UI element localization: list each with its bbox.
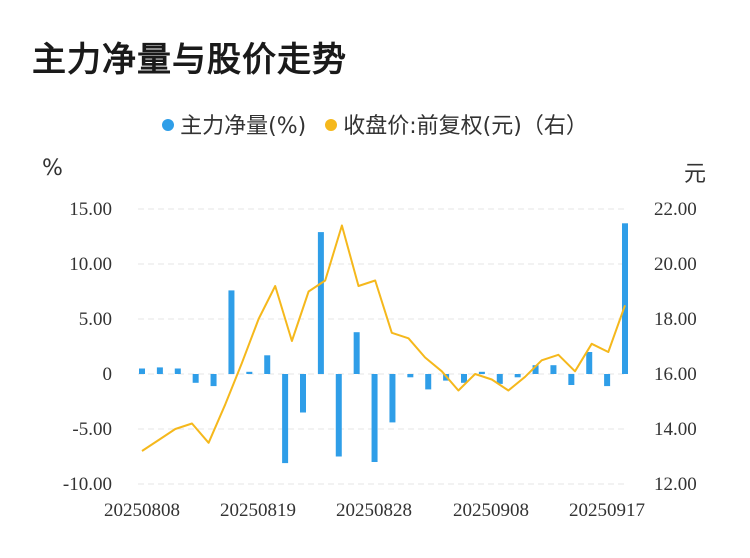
right-tick-label: 22.00 [654, 199, 697, 220]
net-bar[interactable] [550, 365, 557, 374]
net-bar[interactable] [228, 290, 235, 374]
price-line[interactable] [141, 224, 626, 452]
net-bar[interactable] [371, 374, 378, 462]
x-tick-label: 20250917 [569, 500, 645, 521]
left-tick-label: 5.00 [79, 309, 112, 330]
net-bar[interactable] [300, 374, 306, 413]
right-tick-label: 16.00 [654, 364, 697, 385]
net-bar[interactable] [353, 332, 360, 374]
right-tick-label: 20.00 [654, 254, 697, 275]
right-tick-label: 14.00 [654, 419, 697, 440]
net-bar[interactable] [282, 374, 289, 464]
legend-item-price[interactable]: 收盘价:前复权(元)（右） [325, 108, 588, 140]
left-tick-label: 15.00 [69, 199, 112, 220]
right-tick-label: 12.00 [654, 474, 697, 495]
legend: 主力净量(%) 收盘价:前复权(元)（右） [0, 108, 750, 140]
net-bar[interactable] [461, 374, 467, 383]
chart-title: 主力净量与股价走势 [32, 40, 347, 80]
x-tick-label: 20250908 [453, 500, 529, 521]
net-bar[interactable] [174, 368, 181, 375]
net-bar[interactable] [425, 374, 432, 390]
net-bar[interactable] [568, 374, 575, 385]
right-axis-unit: 元 [684, 162, 707, 187]
right-axis-ticks: 12.00 14.00 16.00 18.00 20.00 22.00 [654, 199, 697, 495]
net-volume-bars [139, 223, 628, 464]
net-bar[interactable] [210, 374, 217, 387]
right-tick-label: 18.00 [654, 309, 697, 330]
left-tick-label: 0 [103, 364, 113, 385]
net-bar[interactable] [156, 367, 163, 374]
net-bar[interactable] [317, 232, 324, 374]
net-bar[interactable] [496, 374, 503, 384]
net-bar[interactable] [604, 374, 611, 387]
net-bar[interactable] [514, 374, 521, 378]
grid-lines [138, 208, 628, 485]
net-bar[interactable] [622, 223, 628, 374]
net-bar[interactable] [264, 355, 271, 374]
x-tick-label: 20250828 [336, 500, 412, 521]
net-bar[interactable] [139, 368, 145, 375]
legend-price-label: 收盘价:前复权(元)（右） [343, 114, 588, 139]
left-axis-unit: % [42, 156, 63, 181]
left-tick-label: -5.00 [72, 419, 112, 440]
net-bar[interactable] [192, 374, 199, 383]
left-axis-ticks: -10.00 -5.00 0 5.00 10.00 15.00 [63, 199, 112, 495]
net-bar[interactable] [407, 374, 414, 378]
x-tick-label: 20250819 [220, 500, 296, 521]
legend-item-net[interactable]: 主力净量(%) [162, 108, 306, 140]
left-tick-label: 10.00 [69, 254, 112, 275]
x-tick-label: 20250808 [104, 500, 180, 521]
net-bar[interactable] [478, 371, 485, 374]
left-tick-label: -10.00 [63, 474, 112, 495]
x-axis-ticks: 20250808 20250819 20250828 20250908 20250917 [104, 500, 645, 521]
legend-bar-marker-icon [162, 119, 175, 131]
legend-line-marker-icon [325, 119, 338, 131]
price-line-group [141, 224, 626, 452]
net-bar[interactable] [335, 374, 342, 457]
net-bar[interactable] [586, 352, 593, 374]
net-bar[interactable] [246, 371, 253, 374]
legend-net-label: 主力净量(%) [180, 114, 307, 139]
net-bar[interactable] [389, 374, 396, 423]
net-bar[interactable] [532, 365, 539, 374]
